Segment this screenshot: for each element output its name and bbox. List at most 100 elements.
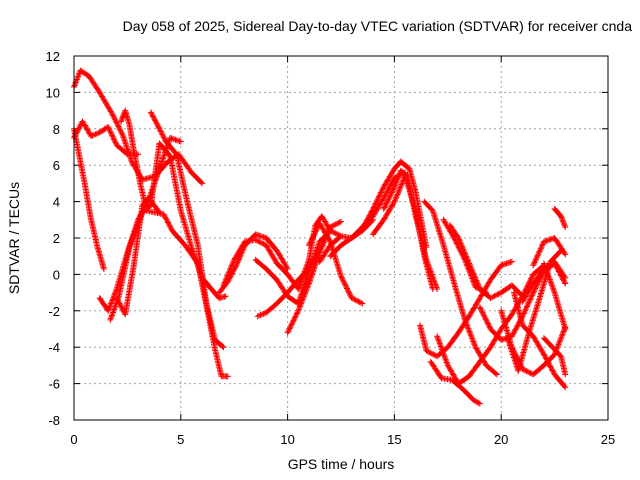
data-point-segment: [316, 220, 333, 244]
data-point-segment: [348, 295, 364, 306]
data-point-segment: [316, 243, 333, 265]
data-point-segment: [188, 169, 205, 186]
series-arc8: [147, 109, 227, 351]
data-point: [359, 300, 366, 307]
data-point-segment: [194, 242, 210, 305]
y-tick-label: -8: [48, 413, 60, 428]
series-arc26: [446, 222, 526, 302]
data-point-segment: [359, 207, 376, 232]
data-point: [100, 265, 107, 272]
data-point-segment: [406, 165, 419, 194]
data-point-segment: [487, 263, 504, 283]
x-tick-label: 25: [601, 432, 615, 447]
data-points: [71, 67, 569, 407]
data-point-segment: [380, 167, 397, 190]
data-point-segment: [530, 240, 547, 269]
data-point: [562, 275, 569, 282]
data-point-segment: [338, 273, 354, 300]
data-point-segment: [167, 153, 184, 213]
data-point-segment: [169, 227, 188, 248]
data-point-segment: [130, 147, 143, 185]
data-point-segment: [440, 242, 457, 285]
data-point-segment: [487, 326, 504, 342]
data-point: [508, 258, 515, 265]
x-tick-label: 15: [387, 432, 401, 447]
data-point-segment: [370, 218, 386, 238]
data-point-segment: [273, 290, 290, 307]
data-point: [434, 285, 441, 292]
series-arc2: [71, 125, 107, 272]
data-point-segment: [530, 267, 546, 287]
data-point-segment: [295, 258, 312, 292]
series-arc32: [519, 258, 569, 305]
data-point-segment: [444, 362, 461, 386]
data-point-segment: [476, 345, 493, 365]
data-point-segment: [551, 289, 568, 331]
data-point: [562, 371, 569, 378]
data-point-segment: [327, 243, 343, 260]
data-point-segment: [540, 260, 558, 295]
data-point-segment: [126, 211, 145, 251]
data-point-segment: [212, 346, 224, 378]
data-point-segment: [487, 290, 503, 302]
plot-frame: [73, 55, 609, 421]
data-point-segment: [173, 151, 190, 204]
data-point-segment: [203, 300, 218, 342]
data-point-segment: [530, 363, 546, 378]
y-tick-label: 2: [53, 231, 60, 246]
data-point-segment: [444, 330, 461, 351]
series-arc25: [434, 262, 547, 387]
data-point: [177, 138, 184, 145]
data-point-segment: [547, 248, 563, 265]
x-tick-label: 10: [280, 432, 294, 447]
data-point-segment: [466, 360, 482, 380]
data-point-segment: [254, 310, 268, 320]
data-point-segment: [427, 358, 444, 380]
data-point-segment: [440, 216, 457, 240]
data-point-segment: [86, 73, 102, 95]
y-tick-label: 8: [53, 122, 60, 137]
data-point-segment: [515, 331, 532, 374]
data-point: [284, 265, 291, 272]
series-arc33: [540, 260, 569, 332]
data-point-segment: [88, 130, 102, 140]
data-point-segment: [209, 287, 222, 300]
data-point-segment: [147, 109, 162, 131]
data-point-segment: [295, 281, 312, 314]
data-point-segment: [231, 239, 248, 263]
data-point: [493, 371, 500, 378]
chart-title: Day 058 of 2025, Sidereal Day-to-day VTE…: [122, 18, 632, 34]
data-point-segment: [461, 256, 478, 289]
data-point-segment: [459, 386, 476, 402]
data-point-segment: [558, 353, 568, 376]
data-point-segment: [273, 260, 290, 277]
data-point-segment: [451, 280, 468, 322]
data-point-segment: [476, 304, 493, 331]
data-point-segment: [519, 281, 536, 305]
data-point-segment: [455, 374, 471, 387]
data-point-segment: [466, 296, 483, 320]
data-point-segment: [483, 362, 499, 377]
data-point-segment: [461, 316, 478, 349]
data-point: [562, 280, 569, 287]
data-point-segment: [212, 336, 226, 350]
data-point-segment: [177, 207, 194, 249]
data-point: [222, 293, 229, 300]
data-point-segment: [273, 247, 290, 271]
data-point-segment: [470, 397, 482, 406]
data-point-segment: [156, 140, 173, 158]
data-point-segment: [263, 242, 280, 266]
data-point-segment: [263, 265, 279, 282]
data-point: [562, 384, 569, 391]
data-point-segment: [77, 67, 91, 79]
data-point: [220, 344, 227, 351]
data-point-segment: [549, 344, 563, 359]
data-point-segment: [327, 219, 343, 231]
data-point-segment: [81, 180, 94, 222]
data-point-segment: [160, 211, 175, 233]
data-point-segment: [391, 169, 404, 190]
data-point-segment: [380, 176, 397, 201]
data-point-segment: [162, 138, 179, 157]
series-arc3: [71, 118, 142, 158]
